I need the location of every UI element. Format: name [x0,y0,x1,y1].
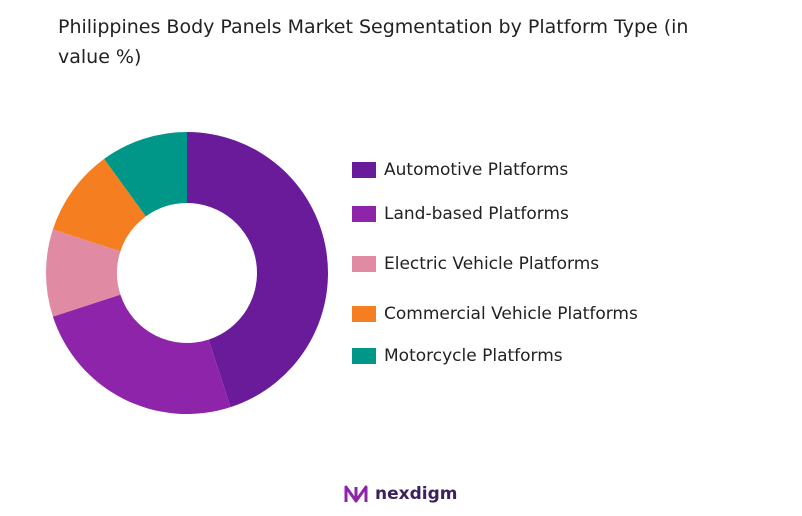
legend-swatch [352,256,376,272]
slice-commercial-vehicle-platforms [52,158,146,252]
legend-swatch [352,206,376,222]
legend-label: Automotive Platforms [384,160,569,180]
nexdigm-logo: nexdigm [343,482,457,506]
legend-item: Electric Vehicle Platforms [352,254,599,274]
legend-item: Land-based Platforms [352,204,569,224]
legend-label: Land-based Platforms [384,204,569,224]
nexdigm-logo-icon [344,485,368,503]
legend-swatch [352,162,376,178]
legend-item: Automotive Platforms [352,160,568,180]
legend-swatch [352,348,376,364]
legend-label: Electric Vehicle Platforms [384,254,600,274]
legend-label: Motorcycle Platforms [384,346,563,366]
legend-label: Commercial Vehicle Platforms [384,304,638,324]
slice-land-based-platforms [52,294,231,414]
legend-item: Motorcycle Platforms [352,346,563,366]
slice-automotive-platforms [187,132,328,408]
slice-electric-vehicle-platforms [45,229,121,317]
legend-swatch [352,306,376,322]
slice-motorcycle-platforms [104,132,187,217]
chart-title: Philippines Body Panels Market Segmentat… [58,16,689,68]
legend-item: Commercial Vehicle Platforms [352,304,638,324]
logo-text: nexdigm [375,484,458,504]
